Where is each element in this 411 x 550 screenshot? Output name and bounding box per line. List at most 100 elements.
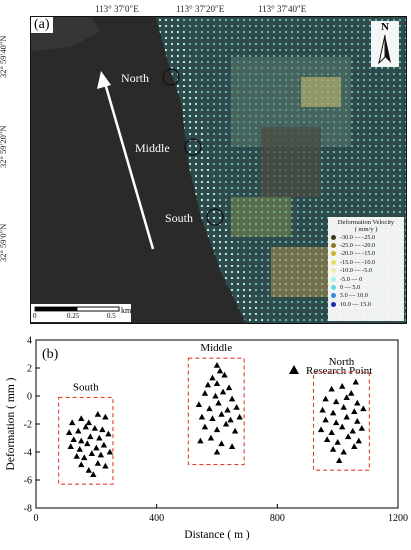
- y-tick-label: -2: [24, 420, 32, 431]
- research-point: [349, 427, 356, 434]
- research-point: [93, 444, 100, 451]
- research-point: [231, 427, 239, 434]
- lat-tick-1: 32° 59′40″N: [0, 35, 8, 78]
- legend-entry-label: -25.0 — -20.0: [340, 242, 376, 250]
- research-point: [198, 413, 206, 420]
- research-point: [227, 416, 234, 423]
- group-label-north: North: [329, 356, 355, 368]
- research-point: [204, 381, 212, 388]
- north-letter: N: [381, 21, 389, 33]
- legend-marker: [289, 365, 299, 374]
- legend-swatch: [331, 268, 336, 274]
- research-point: [335, 457, 343, 463]
- legend-entry: -15.0 — -10.0: [331, 258, 401, 266]
- legend-swatch: [331, 251, 336, 257]
- group-label-south: South: [73, 381, 99, 393]
- research-point: [329, 409, 337, 416]
- research-point: [69, 419, 76, 426]
- legend-entry-label: -10.0 — -5.0: [340, 267, 372, 275]
- y-axis-label: Deformation ( mm ): [5, 377, 17, 470]
- research-point: [329, 446, 337, 452]
- research-point: [322, 416, 329, 423]
- y-tick-label: 0: [27, 392, 32, 403]
- research-point: [106, 448, 114, 455]
- research-point: [334, 439, 341, 445]
- research-point: [332, 419, 340, 426]
- legend-swatch: [331, 293, 336, 299]
- scale-tick-2: 0.5: [107, 312, 116, 320]
- legend-entry: -25.0 — -20.0: [331, 241, 401, 249]
- research-point: [228, 443, 236, 449]
- legend-swatch: [331, 234, 336, 240]
- research-point: [221, 371, 228, 378]
- group-box-middle: [187, 357, 245, 466]
- research-point: [91, 425, 99, 431]
- research-point: [218, 440, 225, 447]
- research-point: [218, 411, 225, 417]
- legend-label: Research Point: [306, 365, 372, 377]
- research-point: [228, 395, 236, 402]
- x-tick-label: 1200: [388, 513, 408, 524]
- research-point: [87, 433, 94, 440]
- research-point: [343, 413, 350, 420]
- research-point: [213, 448, 221, 455]
- research-point: [81, 454, 88, 461]
- research-point: [323, 436, 331, 442]
- research-point: [209, 415, 216, 421]
- lon-tick-2: 113° 37′20″E: [176, 4, 225, 14]
- scale-unit: km: [121, 306, 132, 315]
- legend-entry: -10.0 — -5.0: [331, 267, 401, 275]
- research-point: [67, 443, 74, 449]
- research-point: [75, 427, 82, 434]
- research-point: [213, 380, 221, 386]
- research-point: [319, 406, 326, 413]
- research-point: [78, 437, 85, 444]
- group-label-middle: Middle: [200, 342, 232, 354]
- panel-b-label: (b): [42, 347, 59, 362]
- research-point: [348, 390, 355, 396]
- legend-entry: 0 — 5.0: [331, 283, 401, 291]
- research-point: [354, 399, 361, 406]
- research-point: [328, 385, 335, 392]
- research-point: [343, 394, 350, 400]
- legend-entry-label: 10.0 — 15.0: [340, 300, 371, 308]
- research-point: [236, 413, 243, 420]
- legend-entry-label: -30.0 — -25.0: [340, 233, 376, 241]
- research-point: [197, 437, 204, 444]
- research-point: [216, 367, 224, 374]
- legend-entry: 10.0 — 15.0: [331, 300, 401, 308]
- lat-tick-3: 32° 59′0″N: [0, 223, 8, 262]
- research-point: [85, 467, 92, 473]
- group-box-south: [58, 396, 114, 485]
- research-point: [70, 436, 77, 442]
- research-point: [360, 405, 367, 412]
- scale-bar: 0 0.25 0.5 km: [31, 304, 131, 322]
- research-point: [84, 440, 91, 447]
- legend-entry: 5.0 — 10.0: [331, 292, 401, 300]
- research-point: [213, 362, 221, 368]
- place-label-south: South: [165, 211, 194, 225]
- research-point: [224, 406, 231, 413]
- research-point: [358, 425, 365, 431]
- research-point: [332, 398, 340, 405]
- legend-entry-label: 5.0 — 10.0: [340, 292, 368, 300]
- legend-swatch: [331, 285, 336, 291]
- research-point: [76, 446, 83, 452]
- y-tick-label: -8: [24, 504, 32, 515]
- legend-swatch: [331, 259, 336, 265]
- legend-title: Deformation Velocity ( mm/y ): [337, 219, 395, 233]
- legend-entry-label: 0 — 5.0: [340, 284, 361, 292]
- research-point: [351, 408, 358, 414]
- research-point: [88, 450, 96, 456]
- lon-tick-3: 113° 37′40″E: [258, 4, 307, 14]
- research-point: [207, 434, 215, 441]
- x-tick-label: 400: [149, 513, 164, 524]
- research-point: [65, 429, 73, 435]
- research-point: [201, 423, 209, 430]
- research-point: [328, 429, 335, 435]
- research-point: [213, 426, 221, 433]
- north-arrow-icon: [378, 34, 391, 65]
- research-point: [90, 471, 97, 477]
- north-arrow: N: [371, 21, 399, 67]
- x-tick-label: 0: [34, 513, 39, 524]
